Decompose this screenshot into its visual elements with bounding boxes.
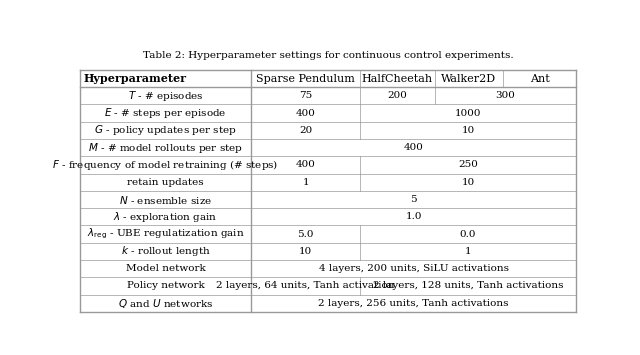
Text: 1.0: 1.0 [405,212,422,221]
Text: 0.0: 0.0 [460,230,476,239]
Text: 400: 400 [296,160,316,169]
Text: $G$ - policy updates per step: $G$ - policy updates per step [94,124,237,137]
Text: 10: 10 [299,247,312,256]
Text: Ant: Ant [530,73,549,83]
Text: retain updates: retain updates [127,178,204,187]
Text: Walker2D: Walker2D [442,73,497,83]
Text: $\lambda$ - exploration gain: $\lambda$ - exploration gain [113,210,218,224]
Text: 75: 75 [299,91,312,100]
Text: 400: 400 [404,143,424,152]
Text: $F$ - frequency of model retraining (# steps): $F$ - frequency of model retraining (# s… [52,158,279,172]
Text: Table 2: Hyperparameter settings for continuous control experiments.: Table 2: Hyperparameter settings for con… [143,51,513,60]
Text: 4 layers, 200 units, SiLU activations: 4 layers, 200 units, SiLU activations [319,264,509,273]
Text: 10: 10 [461,178,475,187]
Text: HalfCheetah: HalfCheetah [362,73,433,83]
Text: $k$ - rollout length: $k$ - rollout length [121,244,211,258]
Text: 5: 5 [410,195,417,204]
Text: $M$ - # model rollouts per step: $M$ - # model rollouts per step [88,141,243,155]
Text: 400: 400 [296,109,316,118]
Text: Hyperparameter: Hyperparameter [84,73,187,84]
Text: 10: 10 [461,126,475,135]
Text: $E$ - # steps per episode: $E$ - # steps per episode [104,106,227,120]
Text: 1: 1 [302,178,309,187]
Text: 1: 1 [465,247,472,256]
Text: 5.0: 5.0 [298,230,314,239]
Text: $Q$ and $U$ networks: $Q$ and $U$ networks [118,297,213,310]
Text: Policy network: Policy network [127,282,204,290]
Text: Sparse Pendulum: Sparse Pendulum [256,73,355,83]
Text: 2 layers, 128 units, Tanh activations: 2 layers, 128 units, Tanh activations [373,282,563,290]
Text: $N$ - ensemble size: $N$ - ensemble size [119,193,212,206]
Text: 2 layers, 64 units, Tanh activation: 2 layers, 64 units, Tanh activation [216,282,395,290]
Text: 1000: 1000 [455,109,481,118]
Text: 20: 20 [299,126,312,135]
Text: Model network: Model network [125,264,205,273]
Text: 250: 250 [458,160,478,169]
Text: 2 layers, 256 units, Tanh activations: 2 layers, 256 units, Tanh activations [318,299,509,308]
Text: 200: 200 [387,91,408,100]
Text: 300: 300 [495,91,515,100]
Text: $\lambda_{\mathrm{reg}}$ - UBE regulatization gain: $\lambda_{\mathrm{reg}}$ - UBE regulatiz… [87,227,244,241]
Text: $T$ - # episodes: $T$ - # episodes [128,89,204,103]
